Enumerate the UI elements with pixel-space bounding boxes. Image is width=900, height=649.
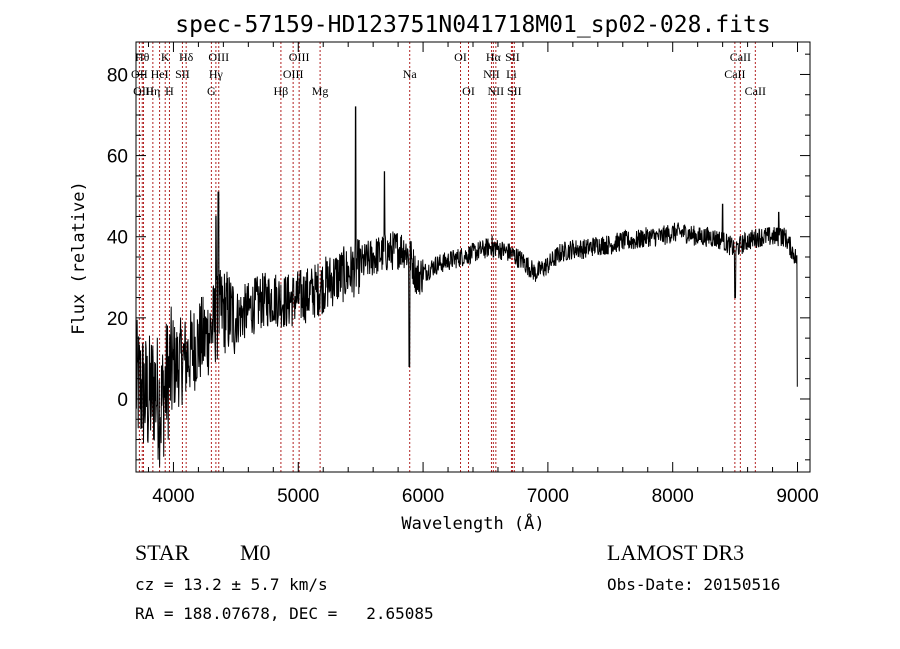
spectral-line-label: Hβ xyxy=(274,84,289,98)
obs-date: Obs-Date: 20150516 xyxy=(607,575,781,594)
plot-frame xyxy=(135,41,811,473)
ra-dec: RA = 188.07678, DEC = 2.65085 xyxy=(135,604,434,623)
spectral-line-label: CaII xyxy=(745,84,766,98)
spectral-line-label: Hδ xyxy=(179,50,194,64)
spectral-line-label: Li xyxy=(506,67,517,81)
y-axis-label: Flux (relative) xyxy=(69,181,89,335)
spectral-line-label: G xyxy=(207,84,216,98)
spectral-line-label: NII xyxy=(488,84,505,98)
spectral-line-label: SII xyxy=(505,50,520,64)
y-tick-label: 0 xyxy=(117,390,128,411)
spectral-line-label: Hθ xyxy=(135,50,150,64)
spectral-line-label: CaII xyxy=(724,67,745,81)
spectral-line-label: CaII xyxy=(730,50,751,64)
spectral-line-label: SII xyxy=(175,67,190,81)
object-subclass: M0 xyxy=(240,540,271,565)
x-tick-label: 8000 xyxy=(652,486,694,507)
spectral-line-label: OIII xyxy=(283,67,304,81)
chart-title: spec-57159-HD123751N041718M01_sp02-028.f… xyxy=(175,12,770,38)
x-tick-label: 5000 xyxy=(277,486,319,507)
spectral-line-label: Hα xyxy=(486,50,502,64)
y-tick-label: 40 xyxy=(107,228,128,249)
x-tick-label: 7000 xyxy=(527,486,569,507)
y-tick-label: 80 xyxy=(107,65,128,86)
redshift-text: cz = 13.2 ± 5.7 km/s xyxy=(135,575,328,594)
spectral-line-label: OI xyxy=(454,50,467,64)
x-tick-label: 6000 xyxy=(402,486,444,507)
spectral-line-label: OIII xyxy=(289,50,310,64)
spectral-line-label: OIII xyxy=(208,50,229,64)
spectral-line-label: Na xyxy=(403,67,418,81)
spectral-line-label: SII xyxy=(507,84,522,98)
spectral-line-label: H xyxy=(165,84,174,98)
object-class: STAR xyxy=(135,540,190,565)
x-axis-label: Wavelength (Å) xyxy=(401,512,544,534)
spectral-line-label: HeI xyxy=(151,67,169,81)
y-tick-label: 60 xyxy=(107,147,128,168)
spectral-line-label: NII xyxy=(483,67,500,81)
spectral-line-label: Hη xyxy=(145,84,160,98)
spectrum-line xyxy=(135,106,798,467)
x-tick-label: 9000 xyxy=(776,486,818,507)
x-tick-label: 4000 xyxy=(152,486,194,507)
survey-name: LAMOST DR3 xyxy=(607,540,745,565)
spectral-line-label: K xyxy=(161,50,170,64)
spectral-line-label: Hγ xyxy=(209,67,224,81)
spectral-line-label: OI xyxy=(462,84,475,98)
spectral-line-label: Mg xyxy=(312,84,329,98)
y-tick-label: 20 xyxy=(107,309,128,330)
